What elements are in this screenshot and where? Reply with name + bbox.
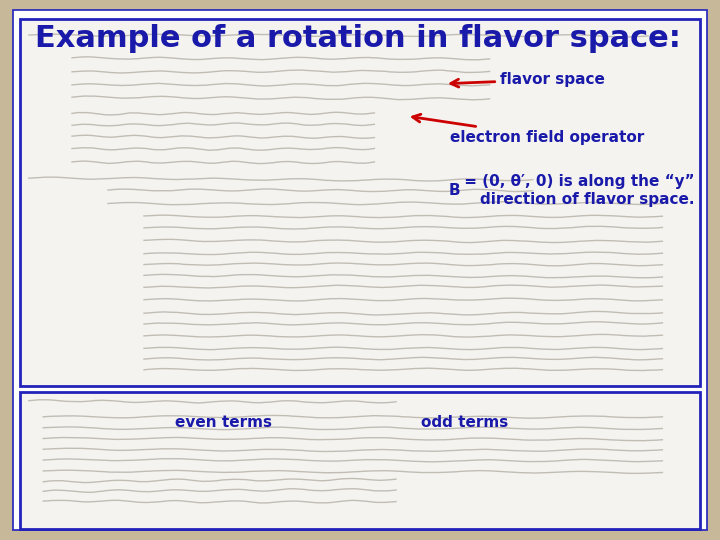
Text: flavor space: flavor space [451, 72, 606, 87]
Text: Example of a rotation in flavor space:: Example of a rotation in flavor space: [35, 24, 680, 53]
FancyBboxPatch shape [13, 10, 707, 530]
Text: odd terms: odd terms [420, 415, 508, 430]
FancyBboxPatch shape [20, 19, 700, 386]
Text: electron field operator: electron field operator [413, 114, 644, 145]
FancyBboxPatch shape [20, 392, 700, 529]
Text: even terms: even terms [175, 415, 271, 430]
Text: B: B [449, 183, 460, 198]
Text: = (0, θ′, 0) is along the “y”
    direction of flavor space.: = (0, θ′, 0) is along the “y” direction … [459, 174, 695, 207]
